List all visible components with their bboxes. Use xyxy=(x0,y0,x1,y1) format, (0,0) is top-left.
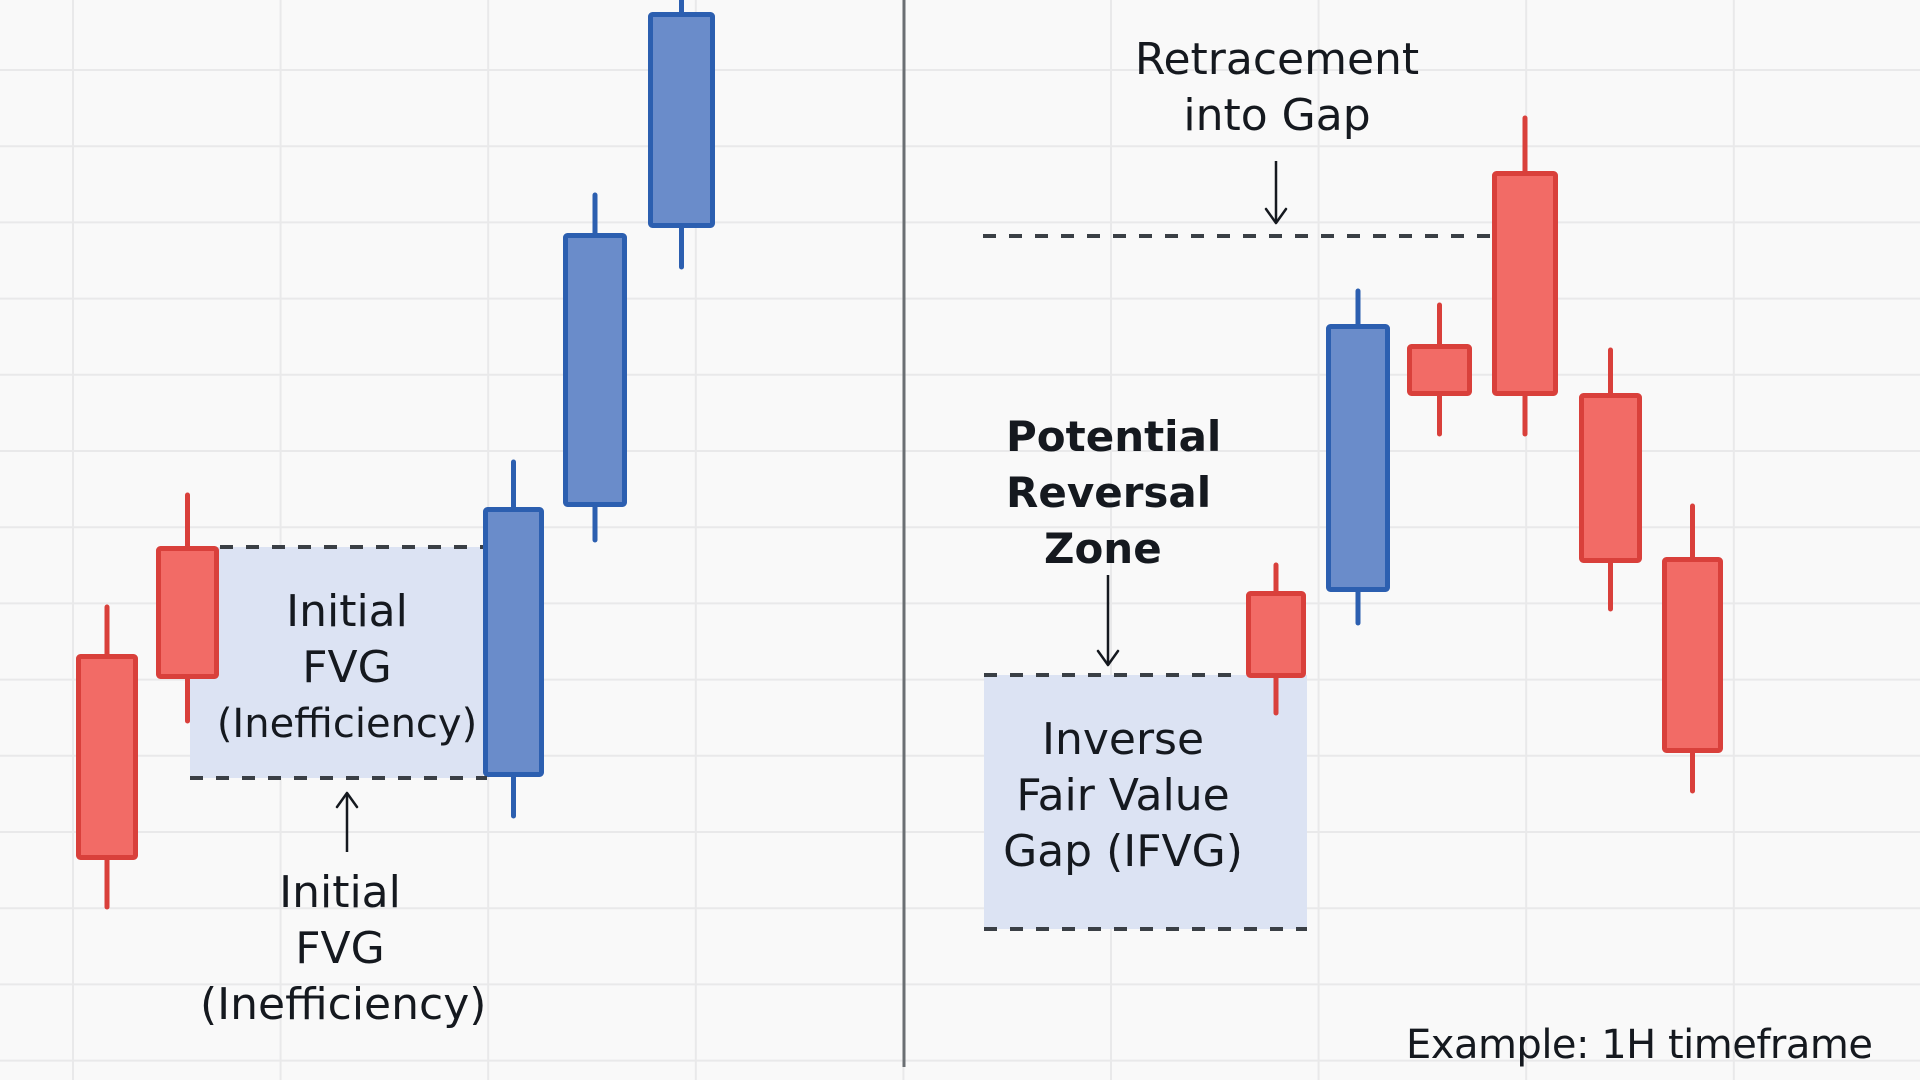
bearish-candle xyxy=(1492,115,1558,437)
arrow-down-icon xyxy=(1264,161,1288,225)
arrow-down-icon xyxy=(1096,575,1120,667)
label-line: into Gap xyxy=(1183,90,1371,141)
candle-body xyxy=(76,654,138,860)
candle-body xyxy=(483,507,544,777)
initial-fvg-box-label: Initial FVG (Inefficiency) xyxy=(207,584,487,752)
label-line: Potential xyxy=(1006,412,1222,461)
annotation-arrows xyxy=(335,161,1288,852)
gap-zone xyxy=(984,675,1307,929)
timeframe-note: Example: 1H timeframe xyxy=(1406,1022,1873,1068)
label-line: Reversal xyxy=(1006,468,1212,517)
arrow-up-icon xyxy=(335,791,359,852)
candle-body xyxy=(1579,393,1642,563)
bullish-candle xyxy=(483,459,544,819)
label-line: Gap (IFVG) xyxy=(1003,826,1243,877)
bearish-candle xyxy=(1407,302,1472,437)
label-line: Initial xyxy=(286,586,408,637)
label-line: FVG xyxy=(295,923,385,974)
gap-zone xyxy=(190,547,483,778)
bearish-candle xyxy=(1246,562,1306,716)
dashed-levels xyxy=(190,234,1492,931)
bullish-candle xyxy=(1326,288,1390,626)
candle-body xyxy=(1407,344,1472,396)
candle-body xyxy=(1492,171,1558,396)
gap-zones xyxy=(190,547,1307,929)
label-line: (Inefficiency) xyxy=(200,979,487,1030)
bearish-candle xyxy=(156,492,219,724)
potential-reversal-zone-label: Potential Reversal Zone xyxy=(1006,409,1226,577)
candle-body xyxy=(563,233,627,507)
label-line: Zone xyxy=(1044,524,1162,573)
candle-body xyxy=(1326,324,1390,592)
label-line: FVG xyxy=(302,642,392,693)
initial-fvg-bottom-label: Initial FVG (Inefficiency) xyxy=(200,865,487,1033)
candles xyxy=(76,0,1723,910)
bearish-candle xyxy=(76,604,138,910)
retracement-label: Retracement into Gap xyxy=(1117,32,1437,144)
label-line: Fair Value xyxy=(1016,770,1230,821)
label-line: Initial xyxy=(279,867,401,918)
candle-body xyxy=(1246,591,1306,678)
candle-body xyxy=(156,546,219,679)
bearish-candle xyxy=(1662,503,1723,794)
bullish-candle xyxy=(563,192,627,543)
label-line: Retracement xyxy=(1134,34,1420,85)
label-line: (Inefficiency) xyxy=(216,701,478,747)
label-line: Inverse xyxy=(1041,714,1205,765)
candle-body xyxy=(1662,557,1723,753)
candle-body xyxy=(648,12,715,228)
bearish-candle xyxy=(1579,347,1642,612)
ifvg-box-label: Inverse Fair Value Gap (IFVG) xyxy=(992,712,1254,880)
bullish-candle xyxy=(648,0,715,270)
